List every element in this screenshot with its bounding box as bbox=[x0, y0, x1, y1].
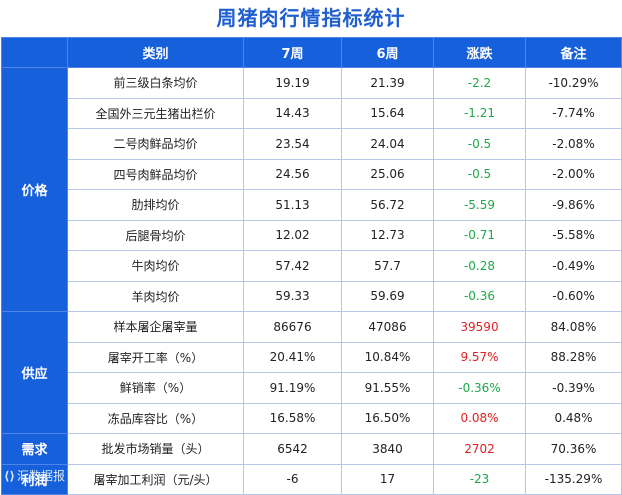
cell-week7: 19.19 bbox=[243, 67, 342, 99]
cell-week7: 59.33 bbox=[243, 280, 342, 312]
cell-note: 70.36% bbox=[525, 433, 622, 465]
cell-week6: 91.55% bbox=[341, 372, 434, 404]
table-row: 肋排均价 51.13 56.72 -5.59 -9.86% bbox=[2, 189, 622, 221]
table-row: 需求 批发市场销量（头） 6542 3840 2702 70.36% bbox=[1, 433, 622, 465]
row-label: 屠宰开工率（%） bbox=[67, 341, 244, 373]
row-label: 羊肉均价 bbox=[67, 280, 244, 312]
row-label: 后腿骨均价 bbox=[67, 219, 244, 251]
group-label: 需求 bbox=[1, 433, 68, 465]
cell-change: -0.28 bbox=[433, 250, 526, 282]
cell-week7: 57.42 bbox=[243, 250, 342, 282]
cell-week6: 25.06 bbox=[341, 158, 434, 190]
cell-note: -0.39% bbox=[525, 372, 622, 404]
header-corner bbox=[1, 37, 68, 68]
table-row: 牛肉均价 57.42 57.7 -0.28 -0.49% bbox=[2, 250, 622, 282]
cell-change: -5.59 bbox=[433, 189, 526, 221]
row-label: 样本屠企屠宰量 bbox=[67, 311, 244, 343]
table-row: 羊肉均价 59.33 59.69 -0.36 -0.60% bbox=[2, 280, 622, 312]
cell-week7: 24.56 bbox=[243, 158, 342, 190]
row-label: 全国外三元生猪出栏价 bbox=[67, 97, 244, 129]
cell-week7: 51.13 bbox=[243, 189, 342, 221]
table-row: 全国外三元生猪出栏价 14.43 15.64 -1.21 -7.74% bbox=[2, 97, 622, 129]
header-week7: 7周 bbox=[243, 37, 342, 68]
cell-week6: 10.84% bbox=[341, 341, 434, 373]
cell-week6: 12.73 bbox=[341, 219, 434, 251]
row-label: 前三级白条均价 bbox=[67, 67, 244, 99]
cell-note: 88.28% bbox=[525, 341, 622, 373]
cell-week7: 12.02 bbox=[243, 219, 342, 251]
cell-change: 39590 bbox=[433, 311, 526, 343]
header-category: 类别 bbox=[67, 37, 244, 68]
cell-note: -9.86% bbox=[525, 189, 622, 221]
cell-week6: 15.64 bbox=[341, 97, 434, 129]
table-row: 四号肉鲜品均价 24.56 25.06 -0.5 -2.00% bbox=[2, 158, 622, 190]
cell-note: 84.08% bbox=[525, 311, 622, 343]
row-label: 肋排均价 bbox=[67, 189, 244, 221]
cell-note: -2.08% bbox=[525, 128, 622, 160]
cell-week6: 3840 bbox=[341, 433, 434, 465]
cell-change: -0.71 bbox=[433, 219, 526, 251]
row-label: 二号肉鲜品均价 bbox=[67, 128, 244, 160]
cell-change: -0.5 bbox=[433, 128, 526, 160]
indicator-table: 类别 7周 6周 涨跌 备注 价格 前三级白条均价 19.19 21.39 -2.2 -1… bbox=[1, 37, 622, 495]
cell-note: -5.58% bbox=[525, 219, 622, 251]
row-label: 四号肉鲜品均价 bbox=[67, 158, 244, 190]
header-note: 备注 bbox=[525, 37, 622, 68]
table-row: 冻品库容比（%） 16.58% 16.50% 0.08% 0.48% bbox=[2, 402, 622, 434]
cell-change: -1.21 bbox=[433, 97, 526, 129]
page-title: 周猪肉行情指标统计 bbox=[0, 0, 622, 37]
cell-week7: 23.54 bbox=[243, 128, 342, 160]
cell-change: -0.36% bbox=[433, 372, 526, 404]
cell-week6: 59.69 bbox=[341, 280, 434, 312]
cell-week6: 16.50% bbox=[341, 402, 434, 434]
table-row: 后腿骨均价 12.02 12.73 -0.71 -5.58% bbox=[2, 219, 622, 251]
cell-note: -2.00% bbox=[525, 158, 622, 190]
cell-note: 0.48% bbox=[525, 402, 622, 434]
cell-week7: 20.41% bbox=[243, 341, 342, 373]
cell-week7: 6542 bbox=[243, 433, 342, 465]
cell-week7: 86676 bbox=[243, 311, 342, 343]
table-row: 鲜销率（%） 91.19% 91.55% -0.36% -0.39% bbox=[2, 372, 622, 404]
cell-note: -7.74% bbox=[525, 97, 622, 129]
cell-change: -0.36 bbox=[433, 280, 526, 312]
table-row: 价格 前三级白条均价 19.19 21.39 -2.2 -10.29% bbox=[1, 67, 622, 312]
cell-change: -0.5 bbox=[433, 158, 526, 190]
watermark: ⟨⟩ 汇数据报 bbox=[4, 467, 65, 484]
cell-week6: 21.39 bbox=[341, 67, 434, 99]
cell-change: 2702 bbox=[433, 433, 526, 465]
table-row: 供应 样本屠企屠宰量 86676 47086 39590 84.08% bbox=[1, 311, 622, 434]
header-week6: 6周 bbox=[341, 37, 434, 68]
cell-week6: 47086 bbox=[341, 311, 434, 343]
row-label: 牛肉均价 bbox=[67, 250, 244, 282]
cell-note: -0.60% bbox=[525, 280, 622, 312]
cell-week7: 16.58% bbox=[243, 402, 342, 434]
row-label: 批发市场销量（头） bbox=[67, 433, 244, 465]
header-change: 涨跌 bbox=[433, 37, 526, 68]
table-body: 价格 前三级白条均价 19.19 21.39 -2.2 -10.29% 全国外三元生猪出栏价… bbox=[1, 67, 622, 495]
row-label: 冻品库容比（%） bbox=[67, 402, 244, 434]
row-label: 鲜销率（%） bbox=[67, 372, 244, 404]
cell-change: 0.08% bbox=[433, 402, 526, 434]
cell-week6: 56.72 bbox=[341, 189, 434, 221]
cell-change: 9.57% bbox=[433, 341, 526, 373]
watermark-text: 汇数据报 bbox=[16, 469, 65, 483]
cell-note: -10.29% bbox=[525, 67, 622, 99]
cell-week7: 14.43 bbox=[243, 97, 342, 129]
cell-week7: 91.19% bbox=[243, 372, 342, 404]
group-label: 供应 bbox=[1, 311, 68, 434]
group-label: 价格 bbox=[1, 67, 68, 312]
cell-note: -0.49% bbox=[525, 250, 622, 282]
cell-change: -2.2 bbox=[433, 67, 526, 99]
cell-week6: 24.04 bbox=[341, 128, 434, 160]
table-row: 屠宰开工率（%） 20.41% 10.84% 9.57% 88.28% bbox=[2, 341, 622, 373]
table-row: 二号肉鲜品均价 23.54 24.04 -0.5 -2.08% bbox=[2, 128, 622, 160]
cell-week6: 57.7 bbox=[341, 250, 434, 282]
watermark-logo-icon: ⟨⟩ bbox=[4, 469, 15, 483]
table-header-row: 类别 7周 6周 涨跌 备注 bbox=[1, 37, 622, 68]
